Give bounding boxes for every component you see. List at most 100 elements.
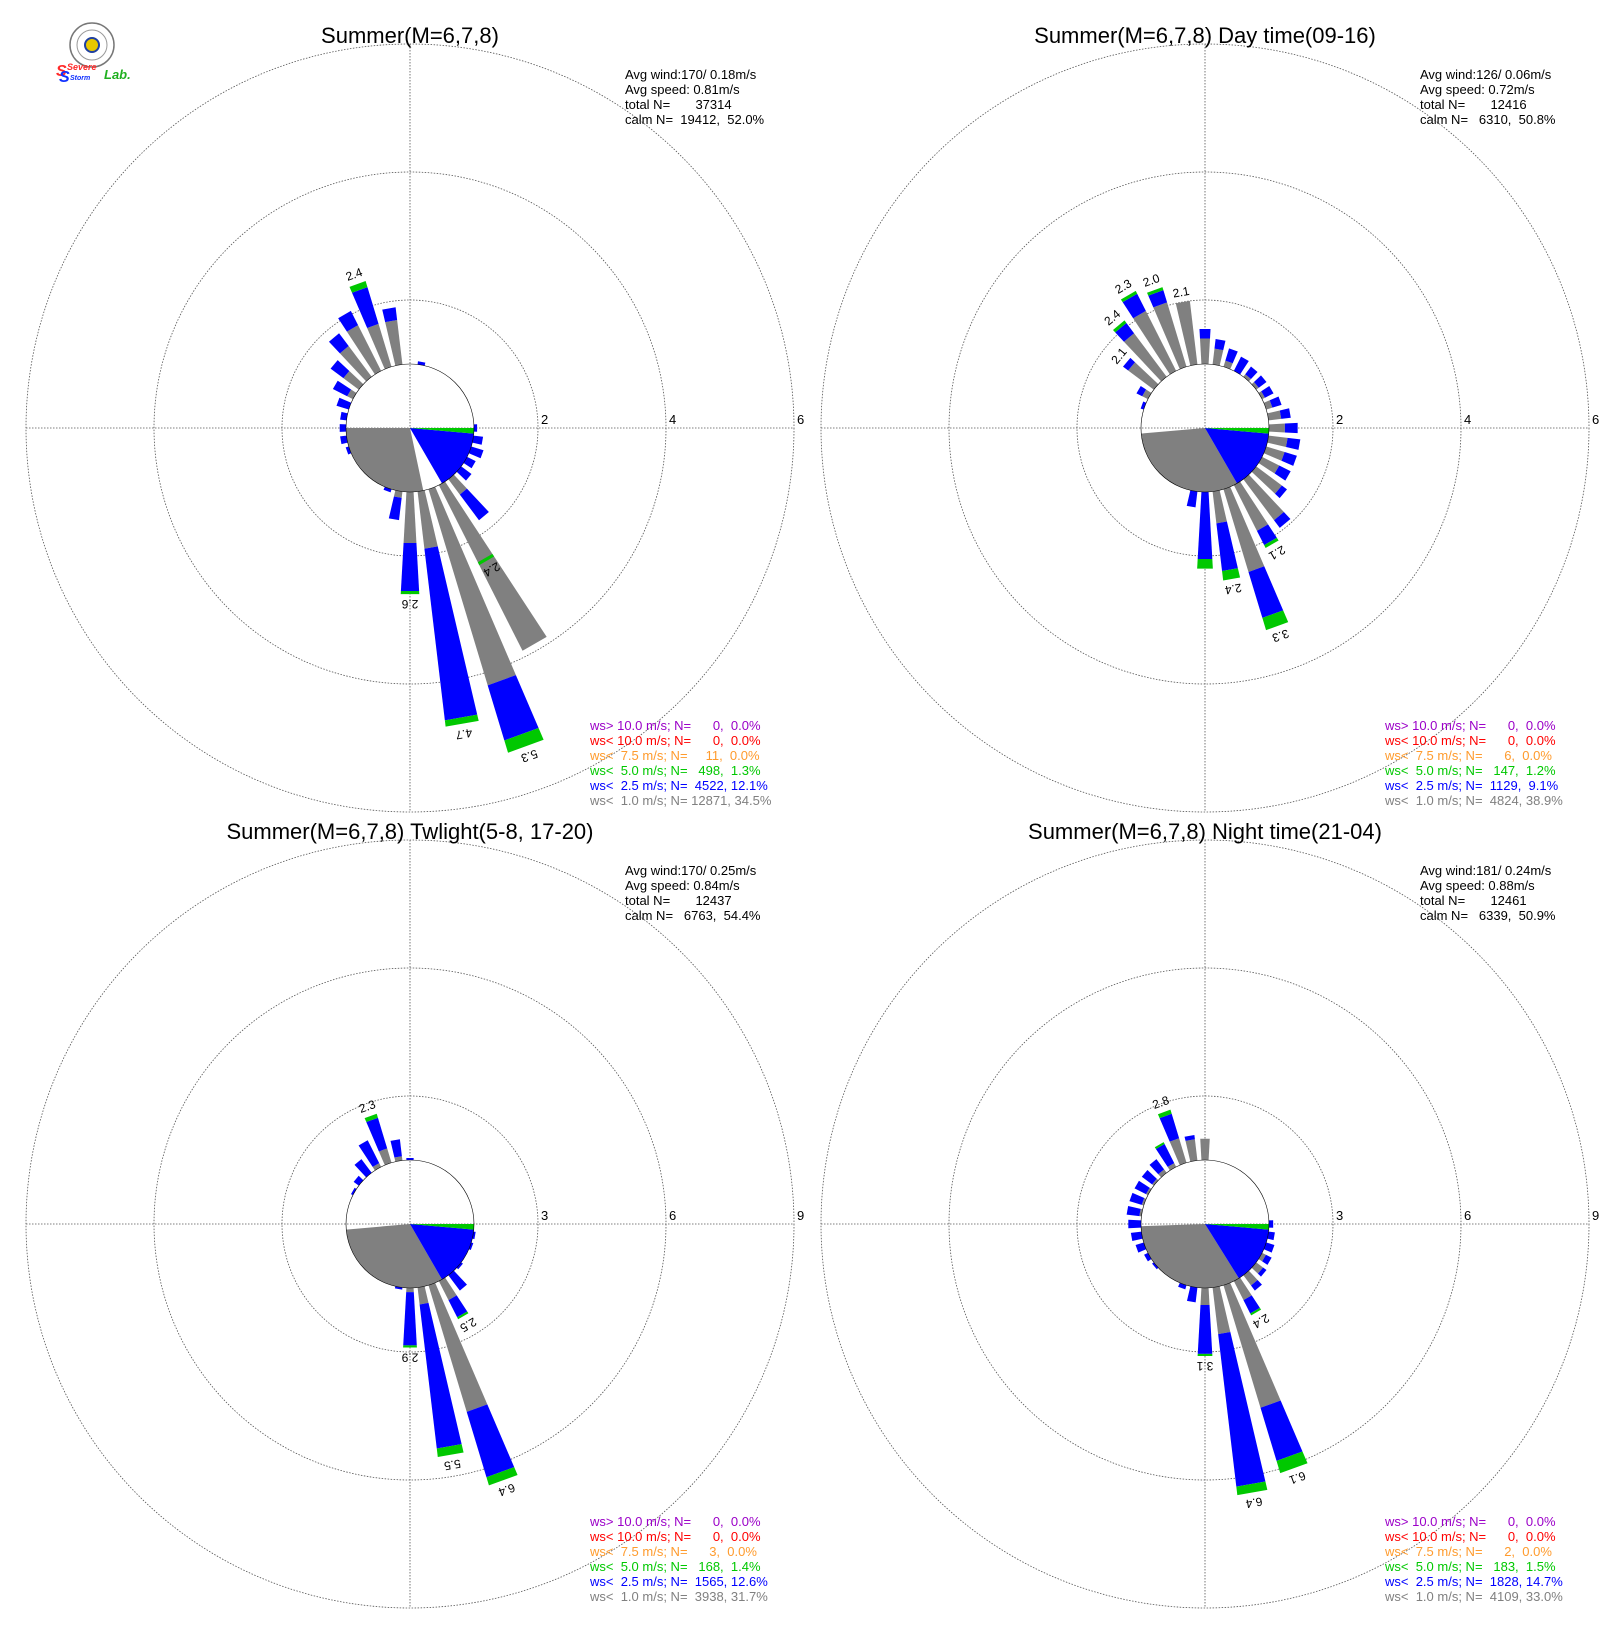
bar-segment-calm-lt1	[1263, 446, 1285, 461]
bar-segment-lt2-5	[330, 360, 350, 379]
calm-pie-slice	[410, 1224, 474, 1230]
bar-segment-lt2-5	[406, 1157, 414, 1161]
calm-pie-slice	[346, 428, 424, 492]
grid-ring-3	[25, 43, 795, 813]
bar-segment-lt2-5	[382, 307, 398, 323]
bar-segment-lt2-5	[1186, 1286, 1198, 1303]
bar-segment-calm-lt1	[1251, 1262, 1264, 1274]
bar-segment-lt2-5	[1130, 1231, 1143, 1242]
bar-segment-lt2-5	[352, 287, 379, 328]
bar-segment-calm-lt1	[378, 1148, 392, 1166]
bar-segment-calm-lt1	[1145, 1187, 1152, 1196]
bar-segment-lt2-5	[1251, 1279, 1262, 1291]
wind-stat-line: total N= 37314	[625, 97, 732, 112]
wind-stat-line: calm N= 6310, 50.8%	[1420, 112, 1556, 127]
bar-segment-lt2-5	[366, 1117, 388, 1152]
bar-segment-calm-lt1	[1158, 1169, 1167, 1178]
calm-pie-slice	[1205, 428, 1269, 484]
bar-segment-lt5	[504, 728, 544, 753]
sector-value-label: 2.6	[401, 597, 418, 611]
bar-segment-lt2-5	[1115, 322, 1135, 342]
bar-segment-calm-lt1	[438, 481, 547, 651]
sector-value-label: 2.4	[1224, 581, 1243, 598]
bar-segment-lt2-5	[1140, 401, 1147, 410]
bar-segment-lt5	[1264, 537, 1279, 548]
bar-segment-calm-lt1	[1268, 423, 1285, 433]
bar-segment-lt2-5	[1274, 465, 1291, 481]
bar-segment-lt2-5	[1256, 524, 1277, 546]
calm-circle-outline	[345, 1159, 475, 1289]
bar-segment-lt2-5	[1159, 1113, 1180, 1142]
grid-ring-3	[25, 839, 795, 1609]
bar-segment-calm-lt1	[1200, 1138, 1210, 1161]
logo-s1: S	[56, 63, 67, 80]
legend-entry: ws< 7.5 m/s; N= 3, 0.0%	[589, 1544, 757, 1559]
bar-segment-lt5	[400, 590, 420, 595]
grid-ring-1	[281, 1095, 539, 1353]
bar-segment-lt2-5	[340, 435, 348, 445]
wind-stat-line: Avg wind:170/ 0.18m/s	[625, 67, 757, 82]
ring-tick-label: 6	[669, 1208, 676, 1223]
bar-segment-lt2-5	[1260, 1400, 1303, 1461]
bar-segment-calm-lt1	[1139, 1208, 1143, 1217]
bar-segment-calm-lt1	[428, 1282, 488, 1412]
bar-segment-lt2-5	[466, 1404, 515, 1478]
bar-segment-lt2-5	[350, 1187, 357, 1196]
bar-segment-calm-lt1	[1258, 391, 1265, 400]
calm-pie-slice	[410, 428, 474, 484]
panel-title: Summer(M=6,7,8)	[321, 23, 499, 48]
bar-segment-lt2-5	[1243, 1295, 1260, 1314]
logo-s2: S	[59, 69, 70, 86]
ring-tick-label: 4	[1464, 412, 1471, 427]
bar-segment-calm-lt1	[343, 371, 364, 390]
bar-segment-lt2-5	[339, 424, 347, 432]
bar-segment-calm-lt1	[1199, 338, 1211, 365]
bar-segment-calm-lt1	[385, 319, 403, 366]
bar-segment-lt5	[1157, 1109, 1172, 1119]
calm-circle-outline	[1140, 363, 1270, 493]
bar-segment-lt2-5	[1134, 1180, 1150, 1195]
bar-segment-lt2-5	[1155, 1144, 1175, 1167]
bar-segment-lt2-5	[1128, 1219, 1142, 1229]
bar-segment-calm-lt1	[1243, 474, 1284, 521]
legend-entry: ws< 2.5 m/s; N= 1129, 9.1%	[1384, 778, 1559, 793]
bar-segment-lt5	[364, 1113, 378, 1123]
bar-segment-lt2-5	[1268, 1220, 1274, 1228]
bar-segment-lt2-5	[1184, 1135, 1195, 1141]
bar-segment-calm-lt1	[448, 474, 467, 495]
bar-segment-lt2-5	[1248, 566, 1284, 618]
sector-value-label: 6.1	[1287, 1468, 1308, 1487]
bar-segment-lt5	[1147, 287, 1164, 296]
ring-tick-label: 2	[541, 412, 548, 427]
bar-segment-calm-lt1	[1243, 1270, 1258, 1286]
bar-segment-calm-lt1	[1258, 1252, 1266, 1262]
bar-segment-lt2-5	[468, 446, 484, 459]
panel-title: Summer(M=6,7,8) Twlight(5-8, 17-20)	[226, 819, 593, 844]
grid-ring-1	[1076, 1095, 1334, 1353]
logo-seal-center	[84, 37, 100, 53]
bar-segment-lt2-5	[1149, 1159, 1165, 1175]
bar-segment-lt2-5	[1216, 521, 1238, 571]
sector-value-label: 2.3	[357, 1097, 378, 1116]
bar-segment-lt2-5	[419, 1302, 462, 1449]
legend-entry: ws< 1.0 m/s; N= 12871, 34.5%	[589, 793, 772, 808]
logo-text-3: Lab.	[104, 67, 131, 82]
bar-segment-calm-lt1	[417, 490, 438, 549]
sector-value-label: 6.4	[1244, 1494, 1263, 1511]
grid-ring-1	[1076, 299, 1334, 557]
bar-segment-lt2-5	[1263, 1242, 1275, 1253]
wind-stat-line: Avg speed: 0.88m/s	[1420, 878, 1535, 893]
bar-segment-lt5	[349, 280, 368, 293]
bar-segment-lt2-5	[400, 543, 420, 591]
bar-segment-lt5	[477, 553, 495, 566]
bar-segment-calm-lt1	[1153, 302, 1187, 370]
calm-pie-slice	[1205, 428, 1269, 434]
bar-segment-lt2-5	[473, 424, 478, 432]
ring-tick-label: 6	[1464, 1208, 1471, 1223]
bar-segment-lt5	[403, 1345, 417, 1348]
bar-segment-lt5	[1112, 320, 1127, 333]
calm-circle-outline	[1140, 1159, 1270, 1289]
